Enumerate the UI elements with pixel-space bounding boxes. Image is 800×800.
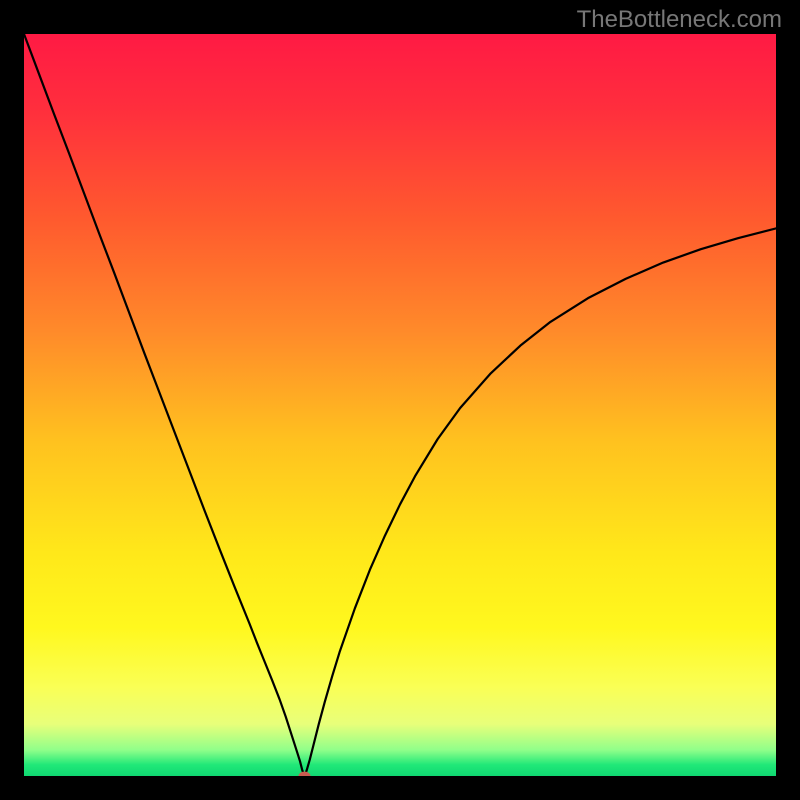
watermark-text: TheBottleneck.com <box>577 6 782 34</box>
chart-svg <box>24 34 776 776</box>
plot-area <box>24 34 776 776</box>
chart-frame: TheBottleneck.com <box>0 0 800 800</box>
gradient-background <box>24 34 776 776</box>
